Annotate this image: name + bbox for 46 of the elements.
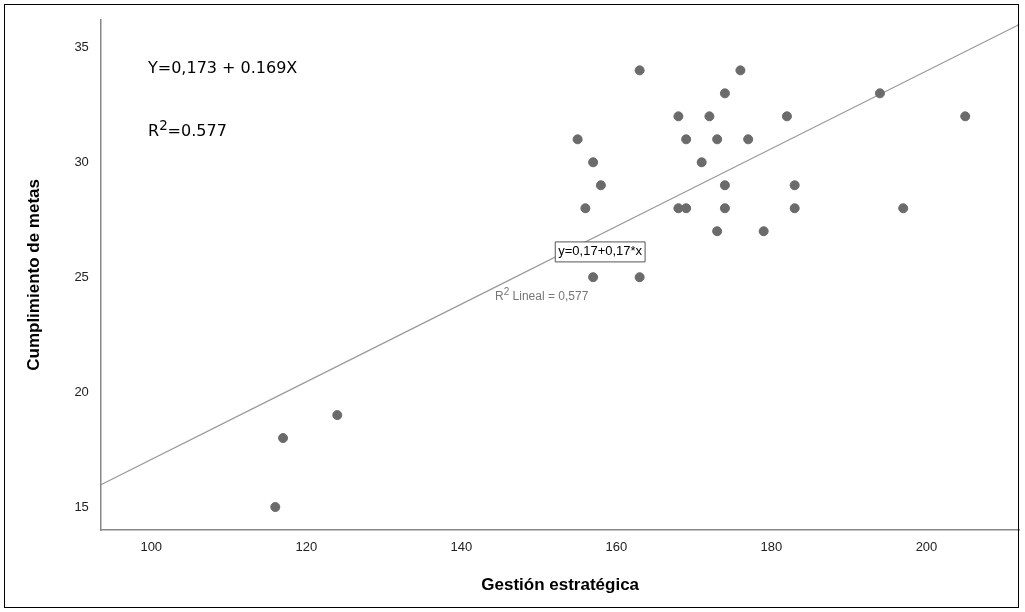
point <box>580 203 591 214</box>
point <box>789 203 800 214</box>
y-tick-label: 20 <box>74 383 89 399</box>
point <box>719 180 730 191</box>
point <box>781 111 792 122</box>
annotation: y=0,17+0,17*x <box>558 243 643 259</box>
y-tick-label: 30 <box>74 153 89 169</box>
x-tick-label: 180 <box>760 539 783 555</box>
point <box>634 65 645 76</box>
point <box>758 226 769 237</box>
point <box>278 433 289 444</box>
point <box>572 134 583 145</box>
x-tick-label: 120 <box>295 539 318 555</box>
point <box>681 134 692 145</box>
point <box>960 111 971 122</box>
point <box>270 502 281 513</box>
point <box>595 180 606 191</box>
point <box>719 203 730 214</box>
point <box>735 65 746 76</box>
y-tick-label: 35 <box>74 38 89 54</box>
x-tick-label: 140 <box>450 539 473 555</box>
x-tick-label: 200 <box>915 539 938 555</box>
annotation: R$^{2}$=0.577 <box>148 118 227 141</box>
point <box>696 157 707 168</box>
y-tick-label: 15 <box>74 498 89 514</box>
x-tick-label: 100 <box>140 539 163 555</box>
point <box>704 111 715 122</box>
point <box>332 410 343 421</box>
point <box>874 88 885 99</box>
x-tick-label: 160 <box>605 539 628 555</box>
y-tick-label: 25 <box>74 268 89 284</box>
point <box>898 203 909 214</box>
point <box>789 180 800 191</box>
point <box>712 226 723 237</box>
point <box>588 272 599 283</box>
x-axis-title: Gestión estratégica <box>481 575 640 595</box>
point <box>743 134 754 145</box>
y-axis-title: Cumplimiento de metas <box>23 179 43 371</box>
point <box>673 111 684 122</box>
point <box>719 88 730 99</box>
point <box>634 272 645 283</box>
point <box>681 203 692 214</box>
point <box>712 134 723 145</box>
annotation: Y=0,173 + 0.169X <box>148 58 298 77</box>
point <box>588 157 599 168</box>
annotation: R$^{2}$ Lineal = 0,577 <box>495 286 589 303</box>
